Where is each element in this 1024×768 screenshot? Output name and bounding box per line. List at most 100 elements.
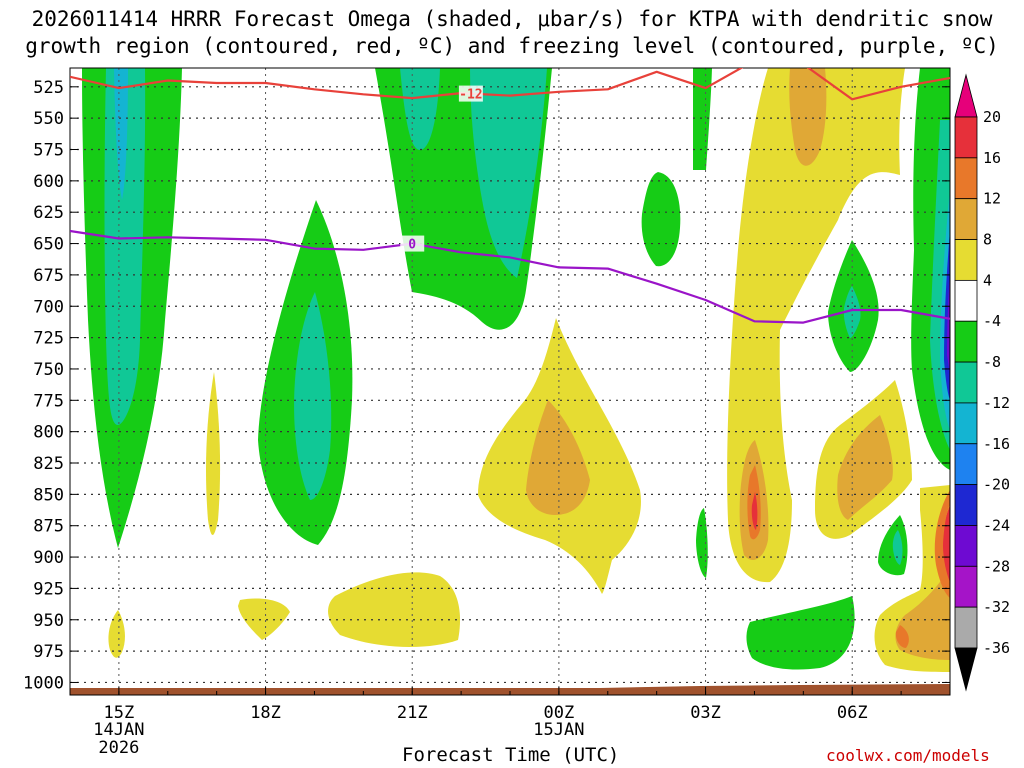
descent-05z-core: [789, 68, 827, 166]
contour-labels: -12 0: [400, 85, 483, 253]
colorbar-bin: [954, 116, 978, 159]
descent-small-15z: [108, 610, 125, 658]
colorbar-label: -32: [983, 598, 1010, 616]
x-tick-label: 06Z: [837, 703, 868, 723]
title-line-1: 2026011414 HRRR Forecast Omega (shaded, …: [31, 7, 993, 31]
colorbar-top-triangle: [954, 73, 978, 118]
y-tick-label: 675: [33, 266, 64, 286]
ascent-core-21z: [400, 68, 440, 150]
descent-06z-core: [837, 415, 893, 520]
contour-label-bg: [458, 85, 483, 102]
y-tick-label: 575: [33, 141, 64, 161]
x-tick-label: 21Z: [397, 703, 428, 723]
colorbar-label: 12: [983, 190, 1001, 208]
colorbar-bin: [954, 239, 978, 281]
y-tick-label: 650: [33, 235, 64, 255]
y-tick-label: 700: [33, 297, 64, 317]
ascent-core-0630z: [843, 286, 861, 338]
ascent-core-18z: [294, 292, 332, 500]
y-tick-label: 775: [33, 391, 64, 411]
contour-label: -12: [459, 88, 482, 103]
ascent-small-0730z: [878, 515, 908, 576]
x-tick-date: 14JAN: [93, 720, 144, 740]
ascent-small-03z: [696, 508, 708, 578]
colorbar: 20 16 12 8 4 -4 -8 -12 -16 -20 -24 -28 -32 -36: [954, 73, 1010, 692]
y-tick-label: 800: [33, 423, 64, 443]
colorbar-bin: [954, 606, 978, 649]
ascent-core-15z: [104, 68, 146, 425]
contour-line-1: [70, 229, 950, 324]
colorbar-label: -16: [983, 435, 1010, 453]
x-tick-date: 15JAN: [533, 720, 584, 740]
credit-link[interactable]: coolwx.com/models: [826, 746, 990, 765]
colorbar-bin: [954, 361, 978, 404]
x-tick-year: 2026: [98, 738, 139, 758]
descent-right-edge-orange: [934, 490, 950, 598]
ascent-core-15z-inner: [114, 68, 128, 200]
descent-04z-peak: [751, 492, 758, 530]
ascent-core-22z: [470, 68, 547, 278]
y-axis: 525 550 575 600 625 650 675 700 725 750 775 800 825 8…: [23, 78, 950, 693]
descent-1830z: [238, 598, 290, 640]
descent-00z-core: [526, 400, 590, 515]
colorbar-label: -24: [983, 516, 1010, 534]
ascent-strip-03z: [693, 68, 712, 170]
y-tick-label: 750: [33, 360, 64, 380]
y-tick-label: 925: [33, 579, 64, 599]
contour-line-0: [70, 68, 950, 101]
ascent-low-05z: [746, 596, 855, 670]
colorbar-label: 16: [983, 149, 1001, 167]
colorbar-bin: [954, 525, 978, 567]
ascent-right-edge-peak: [947, 270, 950, 375]
x-tick-label: 03Z: [690, 703, 721, 723]
contour-lines: [70, 68, 950, 324]
colorbar-bin: [954, 320, 978, 363]
y-tick-label: 900: [33, 548, 64, 568]
colorbar-bin: [954, 565, 978, 608]
y-tick-label: 825: [33, 454, 64, 474]
descent-2030z: [328, 572, 461, 647]
y-tick-label: 950: [33, 611, 64, 631]
colorbar-bin: [954, 157, 978, 200]
title-line-2: growth region (contoured, red, ºC) and f…: [25, 34, 999, 58]
colorbar-bin: [954, 198, 978, 240]
y-tick-label: 875: [33, 517, 64, 537]
colorbar-bin: [954, 443, 978, 486]
y-tick-label: 600: [33, 172, 64, 192]
contour-label: 0: [408, 238, 416, 253]
colorbar-bin: [954, 279, 978, 322]
omega-shading: [82, 68, 950, 672]
colorbar-label: -36: [983, 639, 1010, 657]
colorbar-label: 8: [983, 231, 992, 249]
colorbar-label: 4: [983, 271, 992, 289]
colorbar-label: 20: [983, 108, 1001, 126]
colorbar-bin: [954, 484, 978, 526]
y-tick-label: 725: [33, 329, 64, 349]
descent-small-1730z: [206, 372, 221, 535]
y-tick-label: 850: [33, 485, 64, 505]
chart-title: 2026011414 HRRR Forecast Omega (shaded, …: [0, 6, 1024, 60]
y-tick-label: 975: [33, 642, 64, 662]
colorbar-bottom-triangle: [954, 647, 978, 692]
contour-label-bg: [400, 235, 425, 252]
descent-04z: [727, 68, 905, 583]
colorbar-label: -12: [983, 394, 1010, 412]
descent-right-low-core: [895, 560, 950, 660]
colorbar-bin: [954, 402, 978, 445]
descent-right-low-peak: [895, 625, 909, 648]
ascent-core-0730z: [892, 530, 903, 565]
y-tick-label: 525: [33, 78, 64, 98]
terrain-strip: [70, 684, 950, 695]
colorbar-label: -8: [983, 353, 1001, 371]
grid-lines: [70, 68, 950, 695]
x-tick-label: 00Z: [544, 703, 575, 723]
y-tick-label: 550: [33, 109, 64, 129]
colorbar-label: -4: [983, 312, 1001, 330]
x-axis-label: Forecast Time (UTC): [402, 744, 620, 766]
y-tick-label: 1000: [23, 673, 64, 693]
x-tick-label: 15Z: [104, 703, 135, 723]
colorbar-label: -28: [983, 557, 1010, 575]
x-tick-label: 18Z: [250, 703, 281, 723]
